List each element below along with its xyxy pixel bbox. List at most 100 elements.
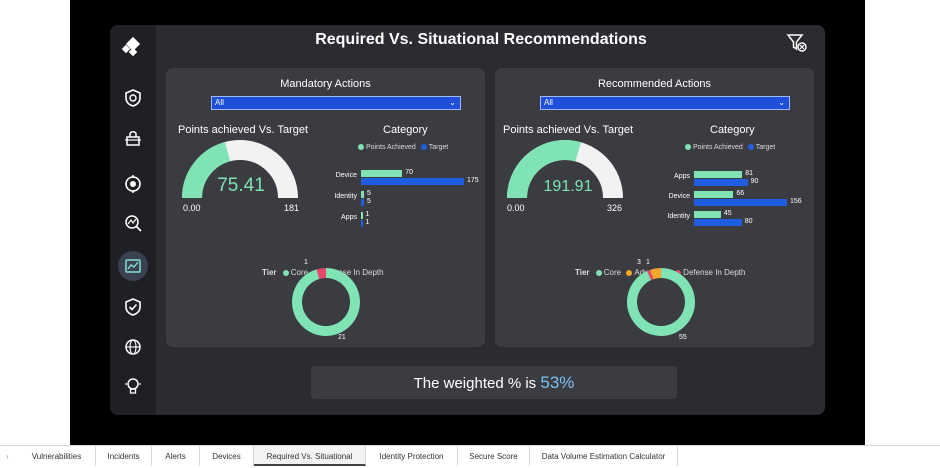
gauge-title: Points achieved Vs. Target	[178, 124, 309, 136]
category-label: Identity	[667, 213, 690, 220]
tab-required-vs-situational[interactable]: Required Vs. Situational	[254, 446, 366, 466]
gauge-min: 0.00	[183, 203, 201, 213]
secure-score-icon[interactable]	[118, 251, 148, 281]
bar-target[interactable]	[694, 179, 748, 186]
recommended-filter-dropdown[interactable]: All ⌄	[540, 96, 790, 110]
data-globe-icon[interactable]	[118, 332, 148, 362]
bar-target[interactable]	[694, 219, 742, 226]
legend-core: Core	[290, 268, 309, 277]
category-label: Identity	[334, 193, 357, 200]
legend-dot-advanced	[626, 269, 633, 276]
category-title: Category	[383, 124, 428, 136]
category-label: Device	[668, 193, 690, 200]
donut-label-core: 21	[338, 334, 346, 341]
lock-icon[interactable]	[118, 123, 148, 153]
category-legend: Points Achieved Target	[685, 144, 775, 151]
mandatory-filter-dropdown[interactable]: All ⌄	[211, 96, 461, 110]
tier-label: Tier	[262, 268, 277, 277]
dropdown-value: All	[544, 98, 553, 107]
legend-defense: Defense In Depth	[321, 268, 384, 277]
weighted-value: 53%	[540, 373, 575, 392]
tab-identity-protection[interactable]: Identity Protection	[366, 446, 458, 466]
threat-analytics-icon[interactable]	[118, 208, 148, 238]
bar-achieved[interactable]	[361, 170, 403, 177]
gauge-min: 0.00	[507, 203, 525, 213]
shield-check-icon[interactable]	[118, 292, 148, 322]
donut-label-core: 55	[679, 334, 687, 341]
gauge-max: 181	[284, 203, 300, 213]
legend-achieved: Points Achieved	[693, 144, 743, 151]
chevron-down-icon: ⌄	[778, 98, 785, 107]
bar-achieved[interactable]	[694, 171, 743, 178]
bar-achieved-label: 81	[745, 170, 754, 177]
legend-defense: Defense In Depth	[683, 268, 746, 277]
weighted-percent-card: The weighted % is 53%	[311, 366, 677, 399]
page-title: Required Vs. Situational Recommendations	[315, 31, 647, 48]
report-canvas: Required Vs. Situational Recommendations…	[70, 0, 865, 445]
gauge-value: 191.91	[543, 178, 593, 195]
tab-secure-score[interactable]: Secure Score	[458, 446, 530, 466]
legend-dot-achieved	[685, 144, 691, 151]
bar-achieved[interactable]	[694, 211, 721, 218]
bar-achieved-label: 66	[736, 190, 745, 197]
tab-scroll-left-icon[interactable]: ›	[6, 452, 9, 461]
gauge-title: Points achieved Vs. Target	[503, 124, 634, 136]
donut-label-advanced: 3	[637, 259, 641, 266]
donut-slice-core[interactable]	[627, 268, 695, 336]
panel-title: Recommended Actions	[597, 78, 712, 90]
donut-slice-advanced[interactable]	[650, 268, 662, 280]
tab-data-volume-estimation-calculator[interactable]: Data Volume Estimation Calculator	[530, 446, 678, 466]
tab-devices[interactable]: Devices	[200, 446, 254, 466]
donut-slice-core[interactable]	[292, 268, 360, 336]
bar-target-label: 1	[365, 219, 370, 226]
legend-dot-target	[747, 144, 754, 151]
recommended-panel: Recommended Actions All ⌄ Points achieve…	[495, 68, 814, 347]
bar-target-label: 5	[366, 198, 371, 205]
category-title: Category	[710, 124, 755, 136]
tab-incidents[interactable]: Incidents	[96, 446, 152, 466]
bar-target[interactable]	[694, 199, 787, 206]
legend-dot-target	[420, 144, 427, 151]
bar-achieved[interactable]	[694, 191, 734, 198]
category-label: Apps	[341, 214, 357, 221]
gauge-fill	[182, 141, 231, 199]
bar-target[interactable]	[361, 199, 364, 206]
defender-shield-icon[interactable]	[118, 83, 148, 113]
category-label: Device	[335, 172, 357, 179]
bar-achieved[interactable]	[361, 191, 364, 198]
page-tabs: › Vulnerabilities Incidents Alerts Devic…	[0, 445, 940, 466]
points-gauge	[182, 140, 298, 199]
lightbulb-icon[interactable]	[118, 371, 148, 401]
bar-achieved-label: 45	[723, 210, 732, 217]
category-legend: Points Achieved Target	[358, 144, 448, 151]
bar-achieved-label: 70	[405, 169, 413, 176]
legend-target: Target	[428, 144, 449, 151]
settings-scan-icon[interactable]	[118, 169, 148, 199]
nav-rail	[110, 25, 156, 415]
bar-target[interactable]	[361, 178, 464, 185]
tier-donut	[627, 268, 695, 336]
donut-label-defense: 1	[646, 259, 650, 266]
gauge-fill	[507, 140, 581, 199]
clear-filter-icon[interactable]	[786, 32, 808, 54]
donut-slice-defense-in-depth[interactable]	[316, 268, 327, 280]
legend-dot-core	[595, 269, 602, 276]
bar-target-label: 156	[790, 198, 802, 205]
dropdown-value: All	[215, 98, 224, 107]
tab-vulnerabilities[interactable]: Vulnerabilities	[18, 446, 96, 466]
tab-alerts[interactable]: Alerts	[152, 446, 200, 466]
category-label: Apps	[674, 173, 690, 180]
bar-achieved[interactable]	[361, 212, 363, 219]
legend-dot-achieved	[358, 144, 364, 151]
donut-label-defense: 1	[304, 259, 308, 266]
legend-achieved: Points Achieved	[366, 144, 416, 151]
logo-icon[interactable]	[118, 33, 148, 63]
bar-target-label: 175	[467, 177, 479, 184]
legend-target: Target	[755, 144, 776, 151]
donut-slice-defense-in-depth[interactable]	[646, 269, 654, 281]
chevron-down-icon: ⌄	[449, 98, 456, 107]
mandatory-panel: Mandatory Actions All ⌄ Points achieved …	[166, 68, 485, 347]
bar-target[interactable]	[361, 220, 363, 227]
bar-target-label: 80	[744, 218, 753, 225]
bar-achieved-label: 5	[366, 190, 371, 197]
